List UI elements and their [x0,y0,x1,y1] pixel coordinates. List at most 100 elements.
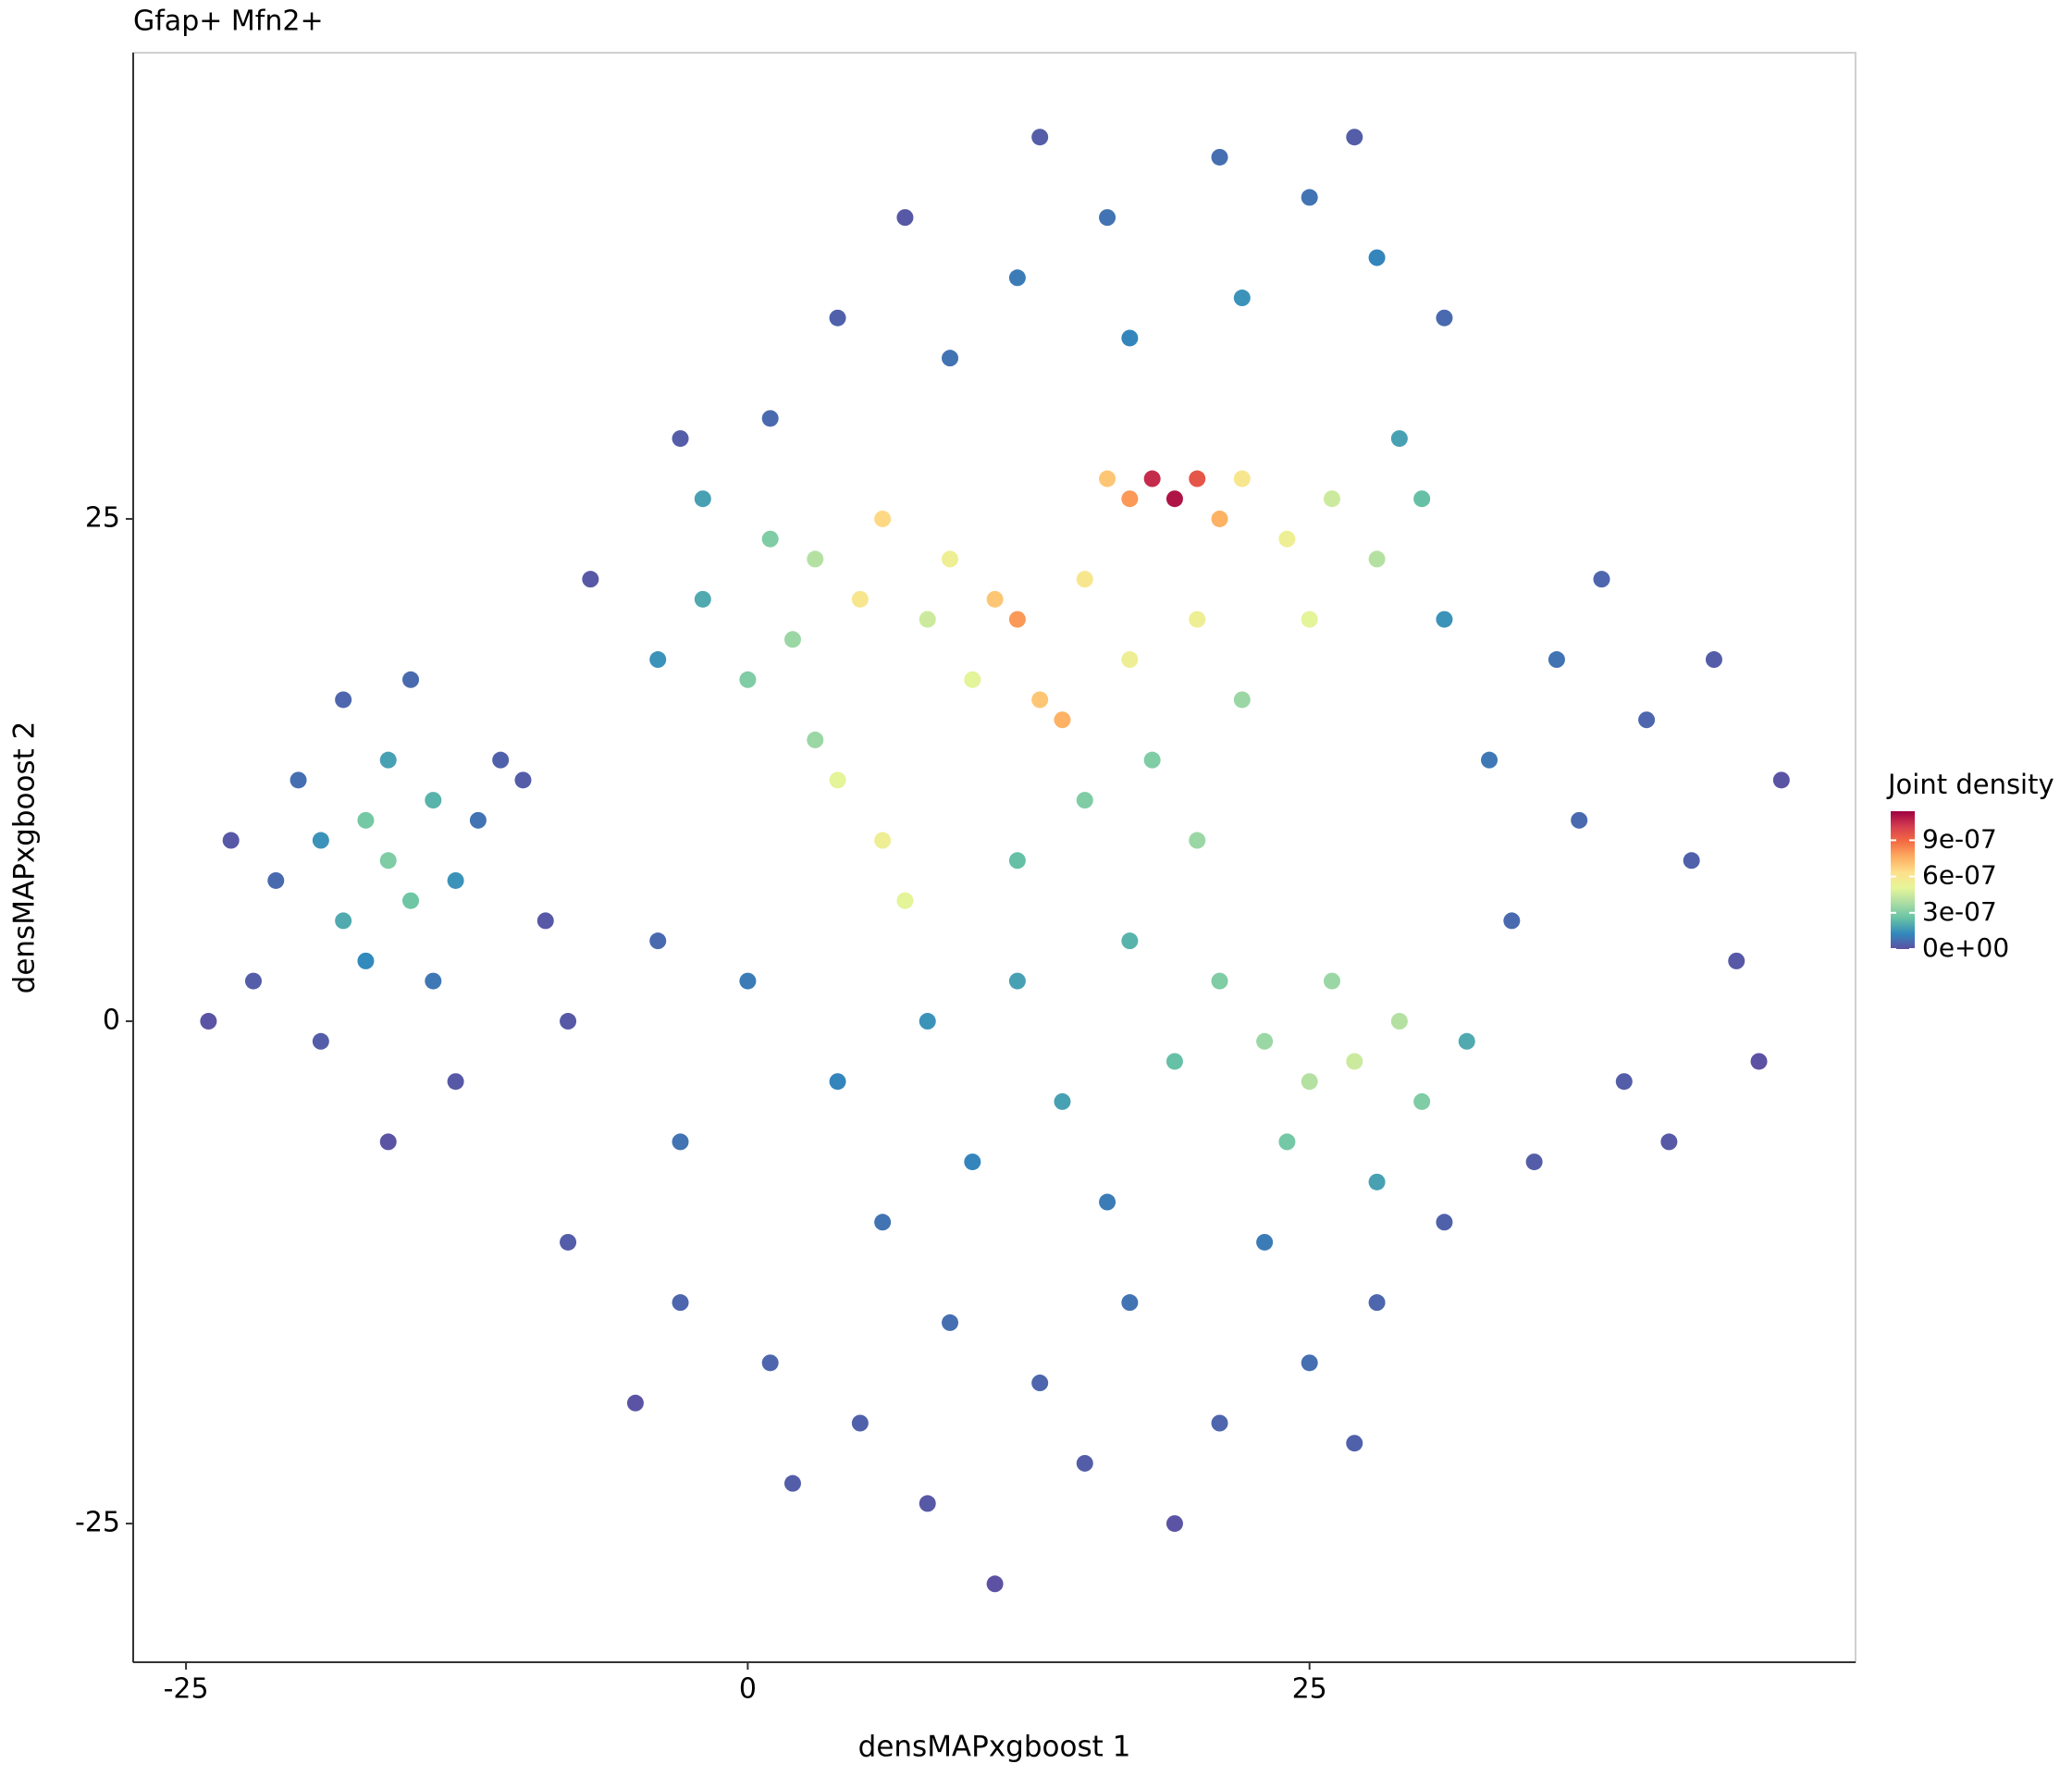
point [1008,269,1026,287]
chart-title: Gfap+ Mfn2+ [133,6,324,38]
point [672,1294,689,1312]
point [964,671,981,688]
point [1571,811,1588,829]
point [312,1032,329,1050]
point [425,972,442,990]
point [807,731,824,748]
point [1054,711,1071,729]
point [851,590,869,608]
point [1436,309,1453,327]
point [1436,1214,1453,1231]
point [783,1474,801,1492]
point [536,912,554,930]
point [1189,610,1206,628]
point [829,771,846,789]
point [1121,651,1139,669]
point [425,792,442,809]
point [1638,711,1656,729]
point [1593,571,1610,588]
point [1503,912,1521,930]
point [1368,249,1386,266]
point [672,430,689,448]
point [1211,148,1228,166]
point [1233,470,1251,487]
point [379,852,397,870]
point [582,571,599,588]
y-tick-label: 25 [85,501,120,534]
point [986,1575,1004,1593]
point [357,811,375,829]
point [1008,972,1026,990]
point [1099,470,1116,487]
point [1413,1092,1431,1110]
point [1143,470,1161,487]
point [1683,852,1700,870]
point [1323,490,1340,508]
point [1211,1414,1228,1432]
point [1705,651,1722,669]
point [649,651,667,669]
point [942,350,959,367]
point [874,832,892,849]
point [874,510,892,527]
point [1121,1294,1139,1312]
point [402,892,420,909]
point [1121,490,1139,508]
point [1054,1092,1071,1110]
point [1076,571,1093,588]
legend-title: Joint density [1886,769,2054,800]
point [919,610,936,628]
point [1121,329,1139,347]
point [783,631,801,648]
point [829,309,846,327]
point [1368,550,1386,568]
point [1076,792,1093,809]
point [1008,852,1026,870]
point [1772,771,1790,789]
point [1211,972,1228,990]
colorbar-tick-label: 6e-07 [1922,860,1997,891]
point [1750,1053,1768,1070]
point [560,1233,577,1251]
point [1481,751,1498,769]
point [492,751,510,769]
point [1346,129,1363,146]
point [1346,1053,1363,1070]
point [694,590,711,608]
point [1189,470,1206,487]
point [761,1354,779,1372]
y-tick-label: 0 [103,1005,120,1037]
point [402,671,420,688]
point [357,952,375,969]
point [1121,932,1139,950]
point [1099,209,1116,227]
point [1256,1233,1274,1251]
point [267,871,285,889]
colorbar-tick-label: 0e+00 [1922,932,2009,963]
point [1368,1173,1386,1190]
point [379,1133,397,1151]
point [761,410,779,427]
y-tick-label: -25 [75,1507,120,1539]
point [379,751,397,769]
point [560,1013,577,1030]
colorbar-tick-label: 9e-07 [1922,823,1997,854]
point [1031,129,1049,146]
point [919,1495,936,1512]
point [896,892,914,909]
point [335,912,352,930]
point [829,1073,846,1091]
point [335,691,352,709]
point [1390,1013,1408,1030]
point [1143,751,1161,769]
point [942,550,959,568]
point [626,1394,644,1412]
point [1615,1073,1633,1091]
point [1233,691,1251,709]
point [1166,490,1183,508]
colorbar-tick-label: 3e-07 [1922,896,1997,927]
point [469,811,487,829]
point [1390,430,1408,448]
point [244,972,262,990]
